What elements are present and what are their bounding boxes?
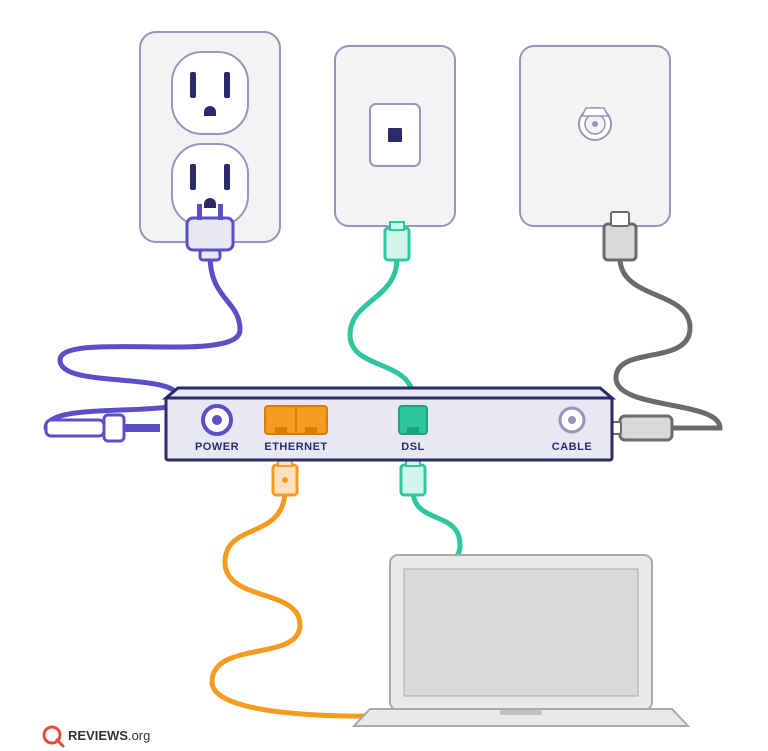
reviews-org-logo: REVIEWS.org [44,727,150,746]
logo-brand-text: REVIEWS [68,728,128,743]
coax-wall-outlet [520,46,670,226]
cable-port-label: CABLE [552,441,592,453]
laptop [354,555,688,726]
modem-device: POWER ETHERNET DSL CABLE [166,388,612,460]
coax-modem-connector [605,416,672,440]
power-barrel-connector [46,415,160,441]
dsl-modem-plug [401,458,425,495]
dsl-port-label: DSL [401,441,425,453]
logo-suffix-text: .org [128,728,150,743]
coax-cable [616,258,720,428]
ethernet-cable [212,490,373,716]
svg-text:REVIEWS.org: REVIEWS.org [68,728,150,743]
ethernet-modem-plug [273,458,297,495]
dsl-wall-plug [385,222,409,260]
modem-dsl-port: DSL [399,406,427,453]
power-wall-outlet [140,32,280,242]
phone-wall-jack [335,46,455,226]
modem-ethernet-ports: ETHERNET [264,406,327,453]
power-port-label: POWER [195,441,239,453]
ethernet-port-label: ETHERNET [264,441,327,453]
